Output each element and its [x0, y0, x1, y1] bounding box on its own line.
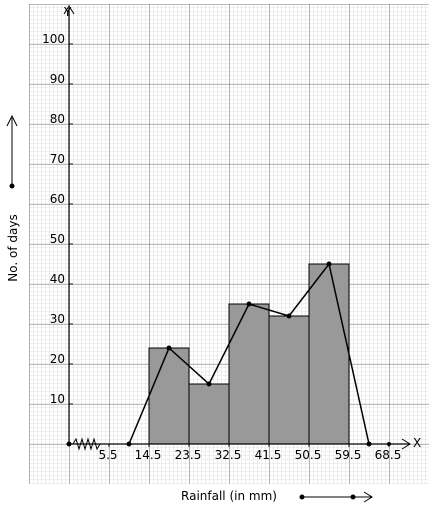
x-tick-label: 5.5: [98, 448, 117, 462]
x-title: Rainfall (in mm): [181, 489, 277, 503]
polygon-point: [126, 441, 132, 447]
bar: [148, 347, 190, 445]
y-axis-name: Y: [63, 5, 72, 19]
x-tick-label: 59.5: [335, 448, 362, 462]
y-tick-label: 40: [50, 272, 65, 286]
x-tick-label: 50.5: [295, 448, 322, 462]
polygon-point: [206, 381, 212, 387]
plot: [148, 263, 350, 445]
x-axis-name: X: [413, 436, 421, 450]
polygon-point: [286, 313, 292, 319]
axis-break: [72, 437, 101, 451]
y-tick-label: 70: [50, 152, 65, 166]
bar: [268, 315, 310, 445]
x-tick-label: 32.5: [215, 448, 242, 462]
y-tick-label: 100: [42, 32, 65, 46]
y-tick-label: 50: [50, 232, 65, 246]
origin: [66, 441, 72, 447]
x-tick-label: 41.5: [255, 448, 282, 462]
x-tick-label: 23.5: [175, 448, 202, 462]
polygon-point: [326, 261, 332, 267]
decor-arrows: [6, 114, 373, 503]
y-tick-label: 60: [50, 192, 65, 206]
y-tick-label: 90: [50, 72, 65, 86]
y-tick-label: 80: [50, 112, 65, 126]
x-arrow: [401, 438, 411, 450]
bar: [188, 383, 230, 445]
bar: [228, 303, 270, 445]
y-tick-label: 20: [50, 352, 65, 366]
polygon-point: [366, 441, 372, 447]
bar: [308, 263, 350, 445]
y-arrow: [63, 5, 75, 15]
y-tick-label: 10: [50, 392, 65, 406]
y-tick-label: 30: [50, 312, 65, 326]
y-title: No. of days: [6, 214, 20, 281]
x-tick-label: 14.5: [135, 448, 162, 462]
x-tick-label: 68.5: [375, 448, 402, 462]
polygon-point: [246, 301, 252, 307]
polygon-point: [166, 345, 172, 351]
